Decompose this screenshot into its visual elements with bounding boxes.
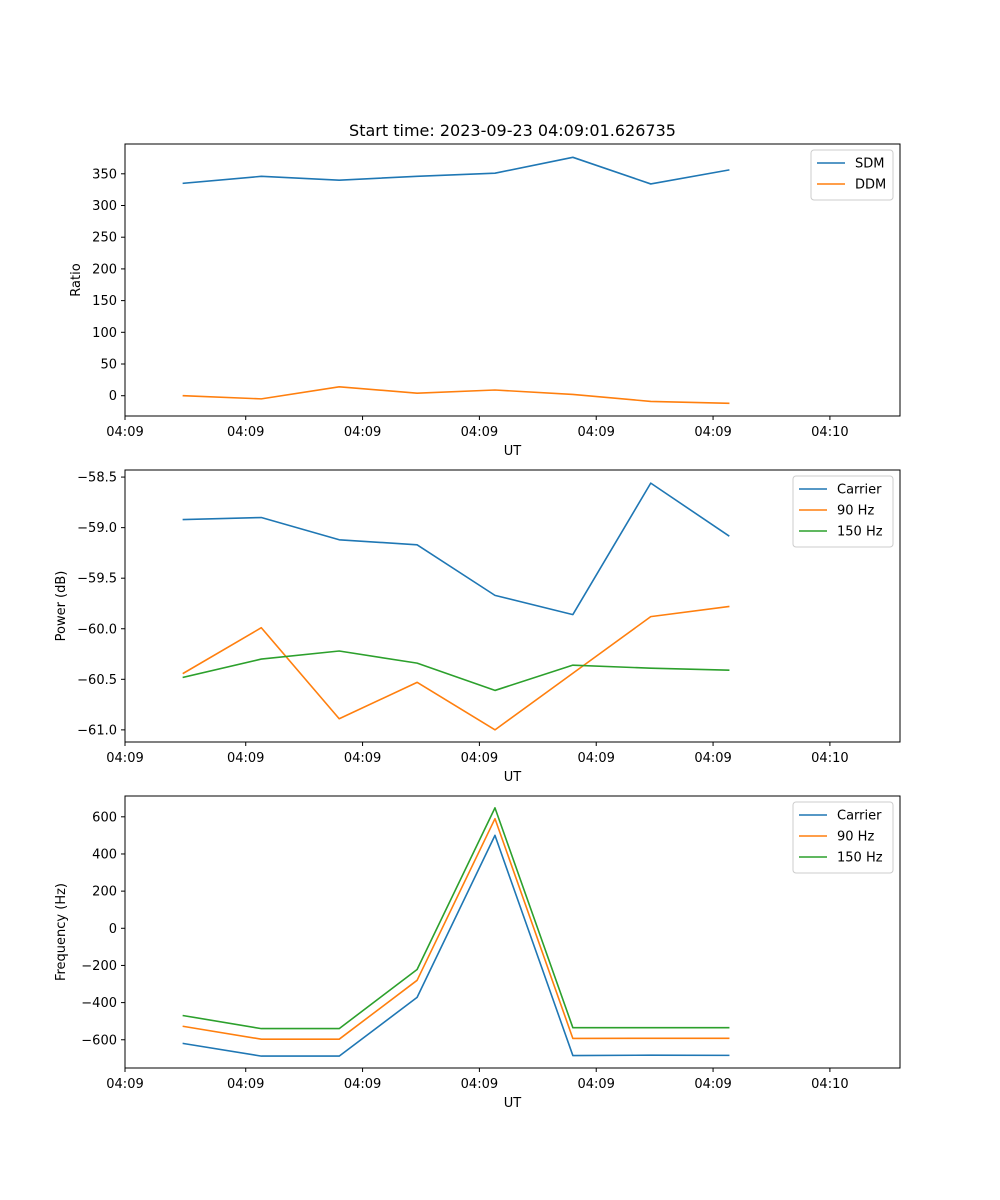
x-tick-label: 04:09 <box>577 425 614 440</box>
x-tick-label: 04:09 <box>461 1077 498 1092</box>
legend-label: DDM <box>855 178 886 193</box>
legend-label: SDM <box>855 157 884 172</box>
y-tick-label: 50 <box>100 358 117 373</box>
legend-label: 150 Hz <box>837 851 883 866</box>
y-axis-label: Power (dB) <box>54 571 69 642</box>
y-tick-label: 0 <box>109 389 117 404</box>
series-line-90-hz <box>182 605 730 731</box>
x-tick-label: 04:10 <box>811 425 848 440</box>
x-tick-label: 04:09 <box>577 1077 614 1092</box>
x-tick-label: 04:09 <box>106 425 143 440</box>
axes-frame <box>124 795 901 1069</box>
series-line-carrier <box>182 834 730 1057</box>
subplot-3: 04:09 04:09 04:09 04:09 04:09 04:09 04:10 −600 −… <box>54 795 901 1111</box>
y-tick-label: −60.0 <box>77 622 117 637</box>
x-tick-label: 04:09 <box>461 751 498 766</box>
series-line-sdm <box>182 156 730 185</box>
x-axis-label: UT <box>504 770 522 785</box>
y-tick-label: −200 <box>81 959 117 974</box>
y-tick-label: 300 <box>92 199 117 214</box>
series-group <box>182 482 730 731</box>
legend-label: 90 Hz <box>837 504 874 519</box>
legend-label: 90 Hz <box>837 830 874 845</box>
y-tick-label: −59.0 <box>77 521 117 536</box>
y-axis-label: Ratio <box>69 263 84 296</box>
series-group <box>182 807 730 1057</box>
legend-box <box>792 475 894 548</box>
axes-frame <box>124 469 901 743</box>
x-tick-label: 04:09 <box>694 751 731 766</box>
legend: Carrier 90 Hz 150 Hz <box>792 475 894 548</box>
y-tick-label: 400 <box>92 847 117 862</box>
y-tick-label: −60.5 <box>77 673 117 688</box>
x-tick-label: 04:09 <box>344 425 381 440</box>
y-tick-label: 100 <box>92 326 117 341</box>
y-tick-label: 200 <box>92 885 117 900</box>
x-axis-label: UT <box>504 1096 522 1111</box>
legend: Carrier 90 Hz 150 Hz <box>792 801 894 874</box>
y-tick-label: 250 <box>92 231 117 246</box>
x-axis-label: UT <box>504 444 522 459</box>
plots-container: Start time: 2023-09-23 04:09:01.62673504… <box>54 121 901 1111</box>
x-tick-label: 04:09 <box>694 1077 731 1092</box>
x-tick-label: 04:10 <box>811 751 848 766</box>
x-tick-label: 04:09 <box>227 1077 264 1092</box>
series-group <box>182 156 730 405</box>
y-axis-label: Frequency (Hz) <box>54 883 69 981</box>
series-line-150-hz <box>182 650 730 692</box>
series-line-ddm <box>182 386 730 405</box>
series-line-150-hz <box>182 807 730 1030</box>
axes-frame <box>124 143 901 417</box>
legend-box <box>792 801 894 874</box>
chart-title: Start time: 2023-09-23 04:09:01.626735 <box>349 121 676 140</box>
x-tick-label: 04:09 <box>694 425 731 440</box>
y-tick-label: −59.5 <box>77 572 117 587</box>
legend-label: 150 Hz <box>837 525 883 540</box>
x-tick-label: 04:09 <box>461 425 498 440</box>
legend: SDM DDM <box>810 149 894 201</box>
y-tick-label: 0 <box>109 922 117 937</box>
y-tick-label: 600 <box>92 810 117 825</box>
y-tick-label: −400 <box>81 996 117 1011</box>
x-tick-label: 04:09 <box>344 1077 381 1092</box>
x-tick-label: 04:09 <box>106 751 143 766</box>
series-line-90-hz <box>182 817 730 1040</box>
subplot-1: Start time: 2023-09-23 04:09:01.626735 04… <box>69 121 901 459</box>
legend-label: Carrier <box>837 809 882 824</box>
y-tick-label: −600 <box>81 1033 117 1048</box>
x-tick-label: 04:10 <box>811 1077 848 1092</box>
x-tick-label: 04:09 <box>227 425 264 440</box>
y-tick-label: −58.5 <box>77 471 117 486</box>
x-tick-label: 04:09 <box>577 751 614 766</box>
y-tick-label: 150 <box>92 294 117 309</box>
x-tick-label: 04:09 <box>227 751 264 766</box>
y-tick-label: 350 <box>92 167 117 182</box>
subplot-2: 04:09 04:09 04:09 04:09 04:09 04:09 04:10 −61.0… <box>54 469 901 785</box>
series-line-carrier <box>182 482 730 616</box>
y-tick-label: −61.0 <box>77 723 117 738</box>
x-tick-label: 04:09 <box>344 751 381 766</box>
y-tick-label: 200 <box>92 262 117 277</box>
legend-label: Carrier <box>837 483 882 498</box>
x-tick-label: 04:09 <box>106 1077 143 1092</box>
